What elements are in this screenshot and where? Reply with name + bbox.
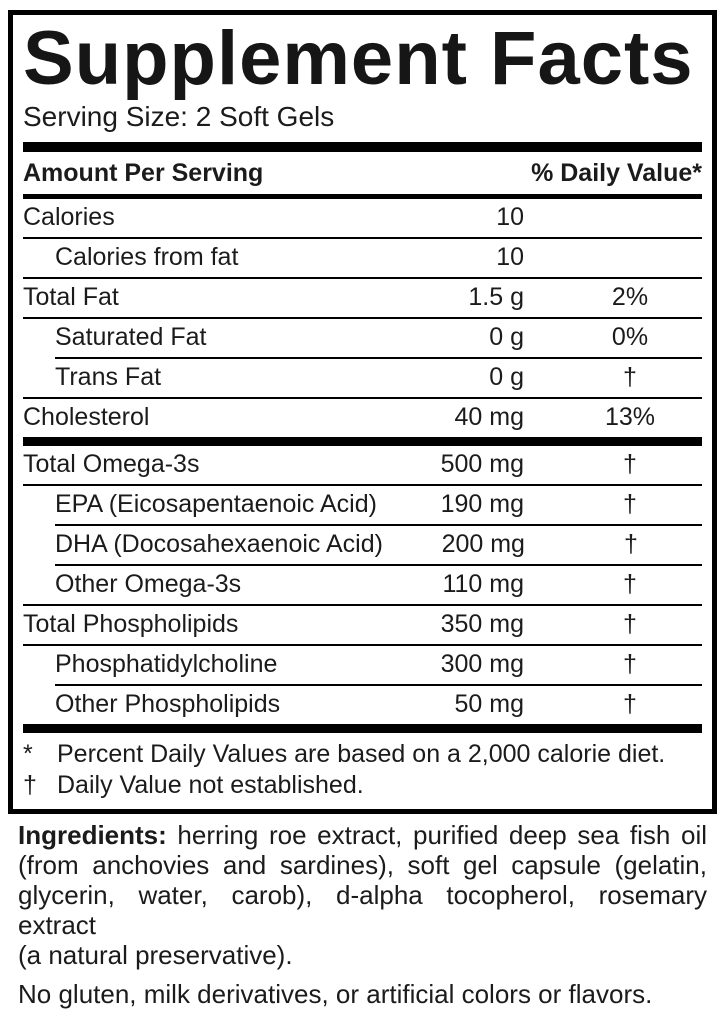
column-header-daily-value: % Daily Value*: [531, 158, 702, 187]
thick-divider: [23, 141, 702, 152]
row-name: EPA (Eicosapentaenoic Acid): [55, 490, 377, 519]
thin-divider-indented: [55, 563, 702, 566]
footnote: † Daily Value not established.: [23, 770, 702, 801]
thick-divider: [23, 436, 702, 446]
row-name: DHA (Docosahexaenoic Acid): [55, 530, 383, 559]
ingredients-line: (a natural preservative).: [18, 939, 293, 970]
table-row: Saturated Fat 0 g 0%: [23, 319, 702, 357]
row-name: Total Phospholipids: [23, 610, 239, 639]
ingredients-label: Ingredients:: [18, 819, 167, 850]
footnote-symbol: *: [23, 739, 33, 768]
thin-divider: [23, 316, 702, 319]
row-name: Other Phospholipids: [55, 690, 281, 719]
thin-divider: [23, 603, 702, 606]
ingredients-line: Ingredients: herring roe extract, purifi…: [18, 820, 707, 850]
thin-divider: [23, 276, 702, 279]
row-amount: 0 g: [489, 323, 524, 352]
supplement-facts-panel: Supplement Facts Serving Size: 2 Soft Ge…: [8, 10, 717, 814]
row-amount: 300 mg: [440, 650, 524, 679]
table-row: Other Omega-3s 110 mg †: [23, 566, 702, 604]
row-name: Total Fat: [23, 283, 119, 312]
table-row: Calories 10: [23, 199, 702, 237]
thin-divider: [23, 396, 702, 399]
row-amount: 40 mg: [454, 403, 524, 432]
footnote-symbol: †: [23, 770, 37, 799]
row-name: Total Omega-3s: [23, 450, 200, 479]
thin-divider-indented: [55, 523, 702, 526]
ingredients-line: (from anchovies and sardines), soft gel …: [18, 849, 707, 880]
ingredients-line: glycerin, water, carob), d-alpha tocophe…: [18, 879, 707, 940]
column-header-amount: Amount Per Serving: [23, 158, 264, 187]
ingredients-text: herring roe extract, purified deep sea f…: [166, 819, 707, 850]
table-row: EPA (Eicosapentaenoic Acid) 190 mg †: [23, 486, 702, 524]
row-daily-value: †: [624, 530, 638, 559]
table-row: Total Omega-3s 500 mg †: [23, 446, 702, 484]
row-daily-value: †: [623, 610, 637, 639]
thin-divider-indented: [55, 683, 702, 686]
row-name: Saturated Fat: [55, 323, 207, 352]
row-amount: 10: [496, 203, 524, 232]
table-row: Phosphatidylcholine 300 mg †: [23, 646, 702, 684]
row-daily-value: †: [623, 363, 637, 392]
row-daily-value: 13%: [604, 403, 656, 432]
row-amount: 1.5 g: [468, 283, 524, 312]
row-amount: 200 mg: [441, 530, 525, 559]
row-amount: 10: [496, 243, 524, 272]
facts-title: Supplement Facts: [23, 16, 694, 101]
table-row: Cholesterol 40 mg 13%: [23, 399, 702, 437]
row-name: Other Omega-3s: [55, 570, 242, 599]
thin-divider: [23, 643, 702, 646]
row-name: Trans Fat: [55, 363, 162, 392]
serving-size: Serving Size: 2 Soft Gels: [23, 101, 335, 132]
thin-divider: [23, 483, 702, 486]
row-name: Calories: [23, 203, 115, 232]
row-name: Phosphatidylcholine: [55, 650, 278, 679]
row-daily-value: †: [623, 450, 637, 479]
thin-divider-indented: [55, 356, 702, 359]
medium-divider: [23, 193, 702, 199]
table-row: DHA (Docosahexaenoic Acid) 200 mg †: [23, 526, 702, 564]
row-amount: 190 mg: [440, 490, 524, 519]
allergen-note: No gluten, milk derivatives, or artifici…: [18, 978, 653, 1009]
row-daily-value: †: [623, 490, 637, 519]
row-name: Calories from fat: [55, 243, 239, 272]
row-daily-value: †: [623, 690, 637, 719]
row-daily-value: †: [623, 570, 637, 599]
footnote-text: Daily Value not established.: [57, 770, 364, 799]
footnotes: * Percent Daily Values are based on a 2,…: [23, 733, 702, 804]
column-header-row: Amount Per Serving % Daily Value*: [23, 152, 702, 194]
thin-divider: [23, 236, 702, 239]
ingredients-section: Ingredients: herring roe extract, purifi…: [8, 814, 717, 1009]
row-daily-value: †: [623, 650, 637, 679]
row-amount: 110 mg: [442, 570, 524, 599]
row-amount: 350 mg: [440, 610, 524, 639]
row-amount: 0 g: [489, 363, 524, 392]
row-name: Cholesterol: [23, 403, 150, 432]
thick-divider: [23, 723, 702, 733]
row-amount: 50 mg: [454, 690, 524, 719]
table-row: Calories from fat 10: [23, 239, 702, 277]
table-row: Total Phospholipids 350 mg †: [23, 606, 702, 644]
footnote-text: Percent Daily Values are based on a 2,00…: [57, 739, 666, 768]
row-daily-value: 0%: [611, 323, 649, 352]
table-row: Other Phospholipids 50 mg †: [23, 686, 702, 724]
footnote: * Percent Daily Values are based on a 2,…: [23, 739, 702, 770]
table-row: Trans Fat 0 g †: [23, 359, 702, 397]
row-daily-value: 2%: [611, 283, 649, 312]
row-amount: 500 mg: [440, 450, 524, 479]
table-row: Total Fat 1.5 g 2%: [23, 279, 702, 317]
